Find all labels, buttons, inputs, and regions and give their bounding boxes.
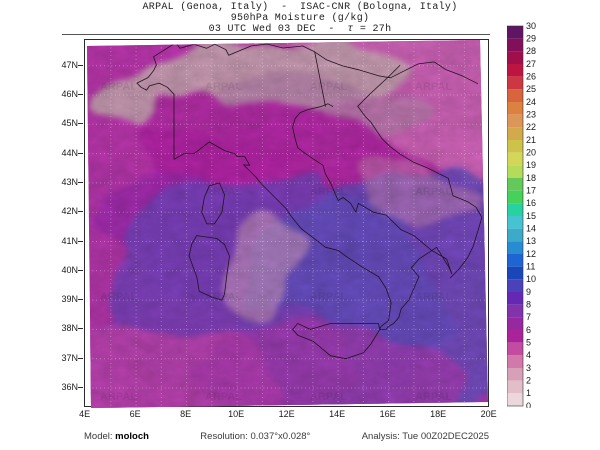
svg-text:8: 8 — [526, 299, 531, 309]
svg-text:ARPAL: ARPAL — [205, 81, 242, 93]
svg-text:3: 3 — [526, 363, 531, 373]
svg-text:13: 13 — [526, 236, 536, 246]
svg-text:15: 15 — [526, 211, 536, 221]
svg-text:22: 22 — [526, 122, 536, 132]
svg-text:2: 2 — [526, 375, 531, 385]
svg-text:28: 28 — [526, 46, 536, 56]
svg-text:21: 21 — [526, 135, 536, 145]
svg-text:ARPAL: ARPAL — [415, 81, 452, 93]
svg-text:4: 4 — [526, 350, 531, 360]
svg-text:ARPAL: ARPAL — [100, 391, 137, 403]
svg-text:1: 1 — [526, 388, 531, 398]
svg-text:0: 0 — [526, 401, 531, 408]
svg-text:ARPAL: ARPAL — [100, 81, 137, 93]
svg-text:ARPAL: ARPAL — [415, 291, 452, 303]
svg-text:20: 20 — [526, 147, 536, 157]
svg-text:17: 17 — [526, 185, 536, 195]
svg-text:23: 23 — [526, 109, 536, 119]
svg-text:5: 5 — [526, 337, 531, 347]
svg-text:14: 14 — [526, 223, 536, 233]
svg-text:10: 10 — [526, 274, 536, 284]
svg-text:ARPAL: ARPAL — [415, 186, 452, 198]
svg-text:26: 26 — [526, 71, 536, 81]
svg-text:16: 16 — [526, 198, 536, 208]
svg-text:ARPAL: ARPAL — [310, 391, 347, 403]
svg-text:24: 24 — [526, 97, 536, 107]
svg-text:30: 30 — [526, 21, 536, 31]
svg-text:19: 19 — [526, 160, 536, 170]
svg-text:ARPAL: ARPAL — [310, 81, 347, 93]
svg-text:25: 25 — [526, 84, 536, 94]
svg-text:7: 7 — [526, 312, 531, 322]
svg-text:9: 9 — [526, 287, 531, 297]
svg-text:ARPAL: ARPAL — [415, 391, 452, 403]
svg-text:27: 27 — [526, 59, 536, 69]
svg-text:29: 29 — [526, 33, 536, 43]
svg-text:ARPAL: ARPAL — [310, 291, 347, 303]
svg-text:ARPAL: ARPAL — [310, 186, 347, 198]
svg-text:11: 11 — [526, 261, 535, 271]
svg-text:12: 12 — [526, 249, 536, 259]
svg-text:18: 18 — [526, 173, 536, 183]
svg-text:ARPAL: ARPAL — [100, 291, 137, 303]
svg-text:6: 6 — [526, 325, 531, 335]
